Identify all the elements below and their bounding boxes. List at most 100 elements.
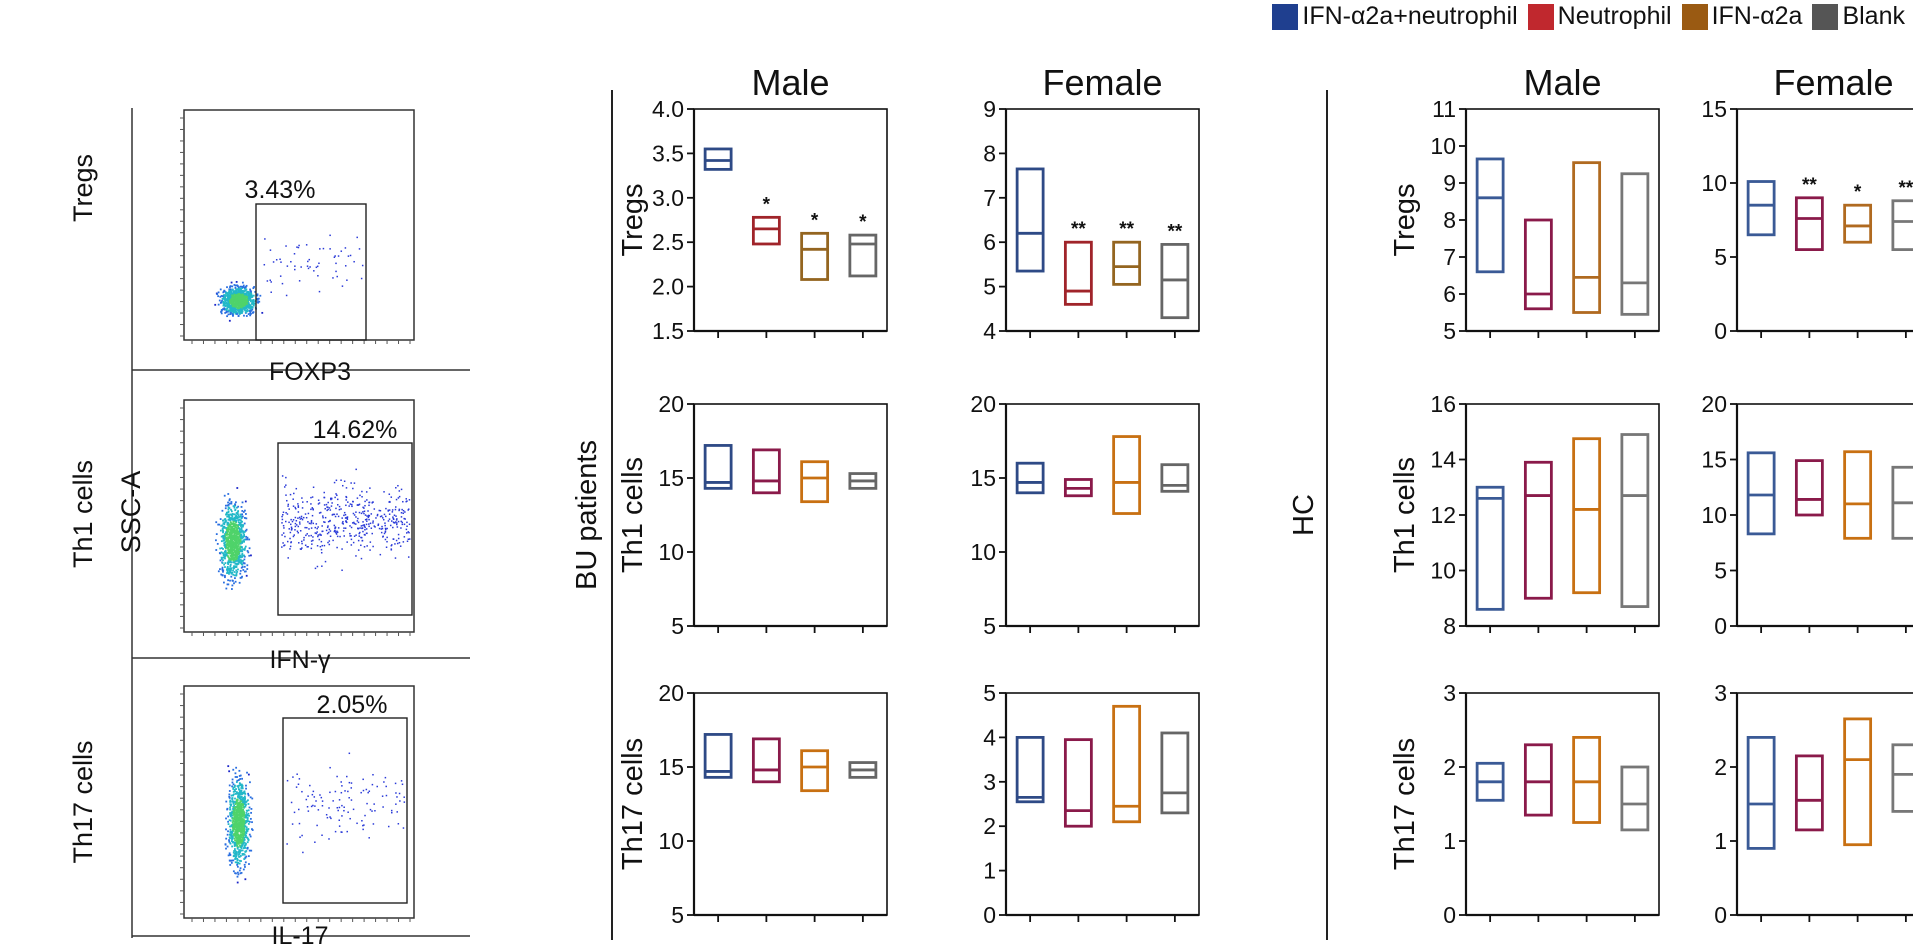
flow-gated-dot [300, 515, 303, 518]
flow-event-dot [230, 532, 233, 534]
flow-event-dot [227, 300, 230, 303]
flow-gated-dot [378, 527, 381, 530]
flow-event-dot [225, 540, 228, 543]
flow-event-dot [237, 527, 239, 530]
flow-event-dot [242, 824, 244, 827]
flow-event-dot [239, 295, 242, 298]
flow-event-dot [229, 288, 232, 291]
flow-gated-dot [402, 827, 405, 829]
flow-gated-dot [282, 542, 284, 544]
flow-event-dot [232, 809, 235, 812]
flow-event-dot [235, 840, 238, 842]
flow-event-dot [247, 838, 249, 840]
flow-gated-dot [402, 512, 405, 515]
flow-gated-dot [337, 515, 340, 518]
flow-event-dot [228, 561, 230, 564]
flow-gated-dot [389, 524, 392, 527]
flow-event-dot [234, 831, 237, 833]
flow-event-dot [246, 836, 249, 839]
flow-gated-dot [333, 481, 336, 484]
flow-event-dot [231, 571, 234, 574]
flow-event-dot [238, 555, 241, 557]
flow-event-dot [239, 545, 241, 548]
flow-event-dot [235, 853, 238, 856]
flow-gated-dot [289, 493, 292, 496]
flow-event-dot [232, 859, 235, 862]
flow-event-dot [237, 288, 239, 291]
flow-gated-dot [379, 515, 382, 518]
flow-event-dot [217, 570, 220, 573]
y-tick-label: 8 [1443, 207, 1456, 233]
flow-event-dot [244, 816, 247, 819]
flow-gated-dot [362, 530, 364, 533]
flow-event-dot [232, 820, 235, 823]
flow-event-dot [237, 538, 239, 540]
flow-event-dot [250, 290, 252, 293]
flow-event-dot [241, 829, 244, 831]
flow-event-dot [240, 285, 243, 288]
flow-event-dot [224, 520, 227, 522]
flow-gated-dot [275, 258, 278, 261]
flow-gated-dot [294, 522, 297, 525]
flow-event-dot [236, 285, 239, 287]
flow-gated-dot [360, 791, 362, 794]
flow-gated-dot [346, 541, 348, 543]
flow-event-dot [223, 296, 225, 299]
flow-event-dot [227, 583, 230, 586]
flow-gated-dot [305, 516, 308, 519]
flow-event-dot [234, 300, 237, 303]
flow-gated-dot [400, 527, 402, 529]
flow-event-dot [239, 774, 242, 777]
flow-gated-dot [326, 509, 328, 512]
flow-event-dot [227, 544, 230, 547]
flow-event-dot [229, 864, 232, 866]
flow-event-dot [233, 506, 236, 509]
flow-event-dot [221, 509, 224, 512]
flow-event-dot [234, 545, 237, 547]
flow-event-dot [243, 841, 246, 844]
flow-event-dot [247, 820, 250, 823]
flow-event-dot [238, 306, 241, 308]
flow-event-dot [227, 524, 230, 527]
flow-gated-dot [281, 282, 284, 285]
flow-event-dot [231, 835, 234, 838]
flow-event-dot [239, 824, 242, 827]
flow-event-dot [235, 573, 238, 576]
flow-event-dot [215, 549, 218, 551]
flow-gated-dot [285, 484, 287, 486]
flow-event-dot [219, 559, 222, 562]
flow-event-dot [234, 776, 237, 778]
flow-event-dot [228, 852, 231, 855]
flow-event-dot [229, 550, 231, 553]
box-neutrophil [751, 737, 781, 784]
y-tick-label: 20 [1701, 391, 1727, 417]
flow-gated-dot [394, 557, 397, 559]
flow-event-dot [236, 862, 239, 865]
flow-gated-dot [398, 792, 401, 795]
flow-gated-dot [351, 522, 354, 524]
flow-event-dot [239, 793, 242, 796]
flow-event-dot [232, 783, 235, 786]
flow-event-dot [233, 549, 235, 552]
flow-event-dot [237, 300, 240, 303]
flow-event-dot [235, 781, 238, 784]
flow-event-dot [237, 524, 239, 527]
flow-gated-dot [304, 513, 307, 515]
flow-gated-dot [361, 496, 363, 498]
flow-event-dot [233, 551, 236, 553]
flow-event-dot [241, 840, 244, 843]
flow-event-dot [245, 800, 248, 803]
flow-gated-dot [349, 535, 351, 537]
flow-gated-dot [330, 817, 332, 820]
flow-event-dot [239, 783, 242, 785]
flow-event-dot [238, 824, 240, 827]
flow-gated-dot [294, 265, 296, 267]
flow-gated-dot [387, 520, 390, 522]
flow-event-dot [238, 302, 241, 305]
flow-event-dot [237, 548, 240, 551]
plot-frame [1736, 108, 1913, 332]
flow-gated-dot [400, 512, 403, 514]
flow-event-dot [237, 861, 240, 864]
flow-event-dot [238, 527, 241, 530]
flow-event-dot [229, 800, 232, 803]
